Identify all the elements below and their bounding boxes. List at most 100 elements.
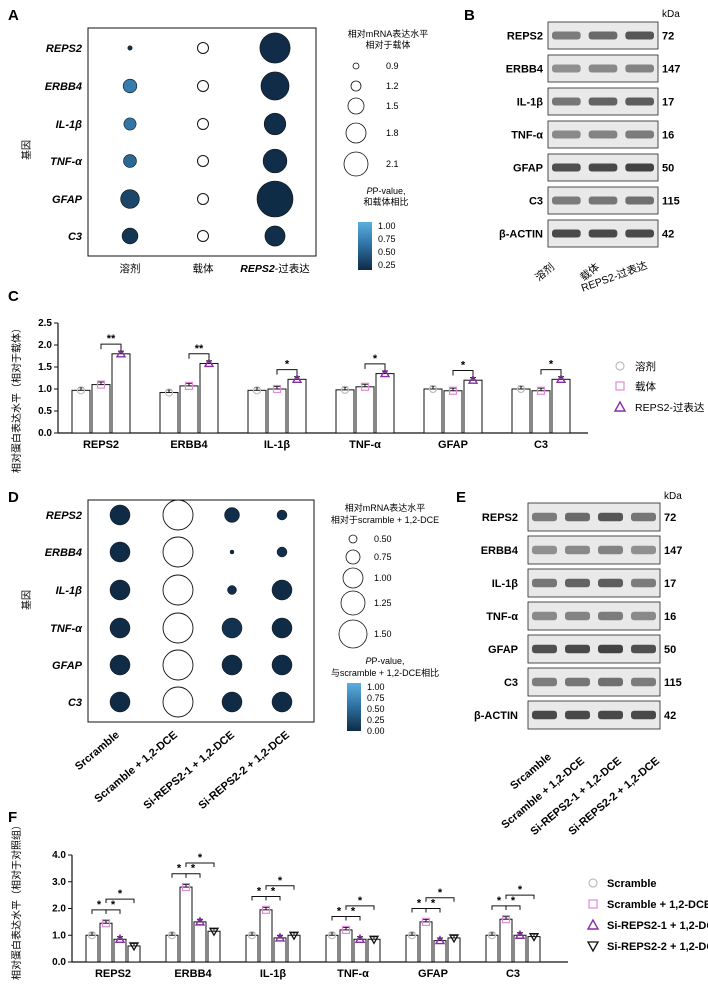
significance-marker: ** <box>107 333 116 345</box>
panel-a-size-legend: 0.9 1.2 1.5 1.8 2.1 <box>343 61 399 177</box>
bubble <box>197 118 209 130</box>
panel-a-color-tick: 0.50 <box>378 247 396 257</box>
panel-a-group-label: 载体 <box>193 263 214 275</box>
significance-marker: * <box>198 852 203 864</box>
data-point <box>208 927 220 937</box>
panel-f-legend: Scramble Scramble + 1,2-DCE Si-REPS2-1 + 1… <box>586 878 708 953</box>
panel-d-bubbles <box>109 499 293 718</box>
blot-band <box>588 97 618 106</box>
panel-c-label: C <box>8 288 19 305</box>
size-legend-label: 1.00 <box>374 573 392 583</box>
panel-a-color-bar <box>358 222 372 270</box>
significance-bracket <box>452 370 474 376</box>
bar <box>91 384 111 434</box>
panel-a-ylabel: 基因 <box>20 140 33 160</box>
size-legend-label: 1.5 <box>386 101 399 111</box>
bubble <box>109 541 131 563</box>
y-tick-label: 3.0 <box>52 877 66 888</box>
size-legend-circle <box>345 122 367 144</box>
size-legend-label: 1.25 <box>374 598 392 608</box>
blot-kda-label: 17 <box>664 578 676 590</box>
significance-marker: * <box>257 885 262 897</box>
panel-d-gene-label: ERBB4 <box>45 547 82 559</box>
x-tick-label: TNF-α <box>349 439 381 451</box>
data-point <box>128 942 140 952</box>
bubble <box>162 499 194 531</box>
blot-kda-label: 72 <box>662 31 674 43</box>
blot-protein-label: GFAP <box>488 644 518 656</box>
significance-marker: * <box>438 887 443 899</box>
data-point <box>87 931 97 940</box>
blot-band <box>565 644 590 654</box>
data-point <box>421 917 431 926</box>
bar <box>463 379 483 434</box>
panel-d-label: D <box>8 489 19 506</box>
blot-kda-label: 50 <box>664 644 676 656</box>
blot-protein-label: TNF-α <box>511 130 543 142</box>
blot-band <box>552 130 581 139</box>
bubble <box>162 536 194 568</box>
bar <box>199 362 219 434</box>
data-point <box>340 385 350 394</box>
bar <box>511 388 531 434</box>
significance-marker: * <box>278 875 283 887</box>
significance-marker: * <box>497 895 502 907</box>
y-tick-label: 1.0 <box>52 930 66 941</box>
significance-bracket <box>265 885 295 890</box>
data-point <box>194 916 206 926</box>
significance-marker: * <box>271 885 276 897</box>
panel-a-gene-label: REPS2 <box>46 43 82 55</box>
bubble <box>271 617 293 639</box>
bar <box>531 390 551 434</box>
bubble <box>162 612 194 644</box>
panel-a-gene-labels: REPS2 ERBB4 IL-1β TNF-α GFAP C3 <box>45 43 83 243</box>
y-tick-label: 4.0 <box>52 850 66 861</box>
blot-band <box>532 578 557 588</box>
data-point <box>341 925 351 935</box>
bubble <box>263 112 287 136</box>
significance-marker: * <box>118 888 123 900</box>
bubble <box>264 225 286 247</box>
size-legend-label: 0.50 <box>374 534 392 544</box>
significance-bracket <box>185 873 201 878</box>
data-point <box>167 931 177 940</box>
bubble <box>224 507 240 523</box>
y-tick-label: 2.0 <box>38 340 52 351</box>
panel-a-gene-label: ERBB4 <box>45 81 82 93</box>
panel-d-color-tick: 0.75 <box>367 693 385 703</box>
significance-marker: * <box>461 360 466 372</box>
blot-band <box>532 545 557 555</box>
blot-band <box>532 512 557 522</box>
blot-band <box>552 31 581 40</box>
significance-marker: * <box>549 359 554 371</box>
blot-band <box>588 130 618 139</box>
bubble <box>229 549 235 555</box>
bar <box>179 886 193 963</box>
x-tick-label: ERBB4 <box>174 968 212 980</box>
bubble <box>227 585 237 595</box>
panel-d-plot-frame <box>87 499 315 723</box>
data-point <box>184 381 194 391</box>
data-point <box>514 929 526 939</box>
data-point <box>291 373 303 384</box>
panel-d-ylabel: 基因 <box>20 590 33 610</box>
data-point <box>379 368 391 378</box>
blot-band <box>588 229 618 238</box>
legend-marker <box>588 899 598 909</box>
legend-label: Scramble <box>607 878 657 890</box>
y-tick-label: 1.0 <box>38 384 52 395</box>
significance-bracket <box>425 908 441 913</box>
size-legend-circle <box>345 549 361 565</box>
size-legend-circle <box>352 62 360 70</box>
blot-band <box>565 578 590 588</box>
bubble <box>109 504 131 526</box>
blot-band <box>588 163 618 172</box>
panel-d-group-label: Srcramble <box>73 729 122 773</box>
bar <box>355 386 375 434</box>
data-point <box>536 386 546 395</box>
panel-f-ylabel: 相对蛋白表达水平（相对于对照组） <box>10 820 23 980</box>
blot-band <box>532 677 557 687</box>
data-point <box>354 933 366 943</box>
panel-a-gene-label: C3 <box>68 231 82 243</box>
blot-kda-label: 147 <box>662 64 680 76</box>
